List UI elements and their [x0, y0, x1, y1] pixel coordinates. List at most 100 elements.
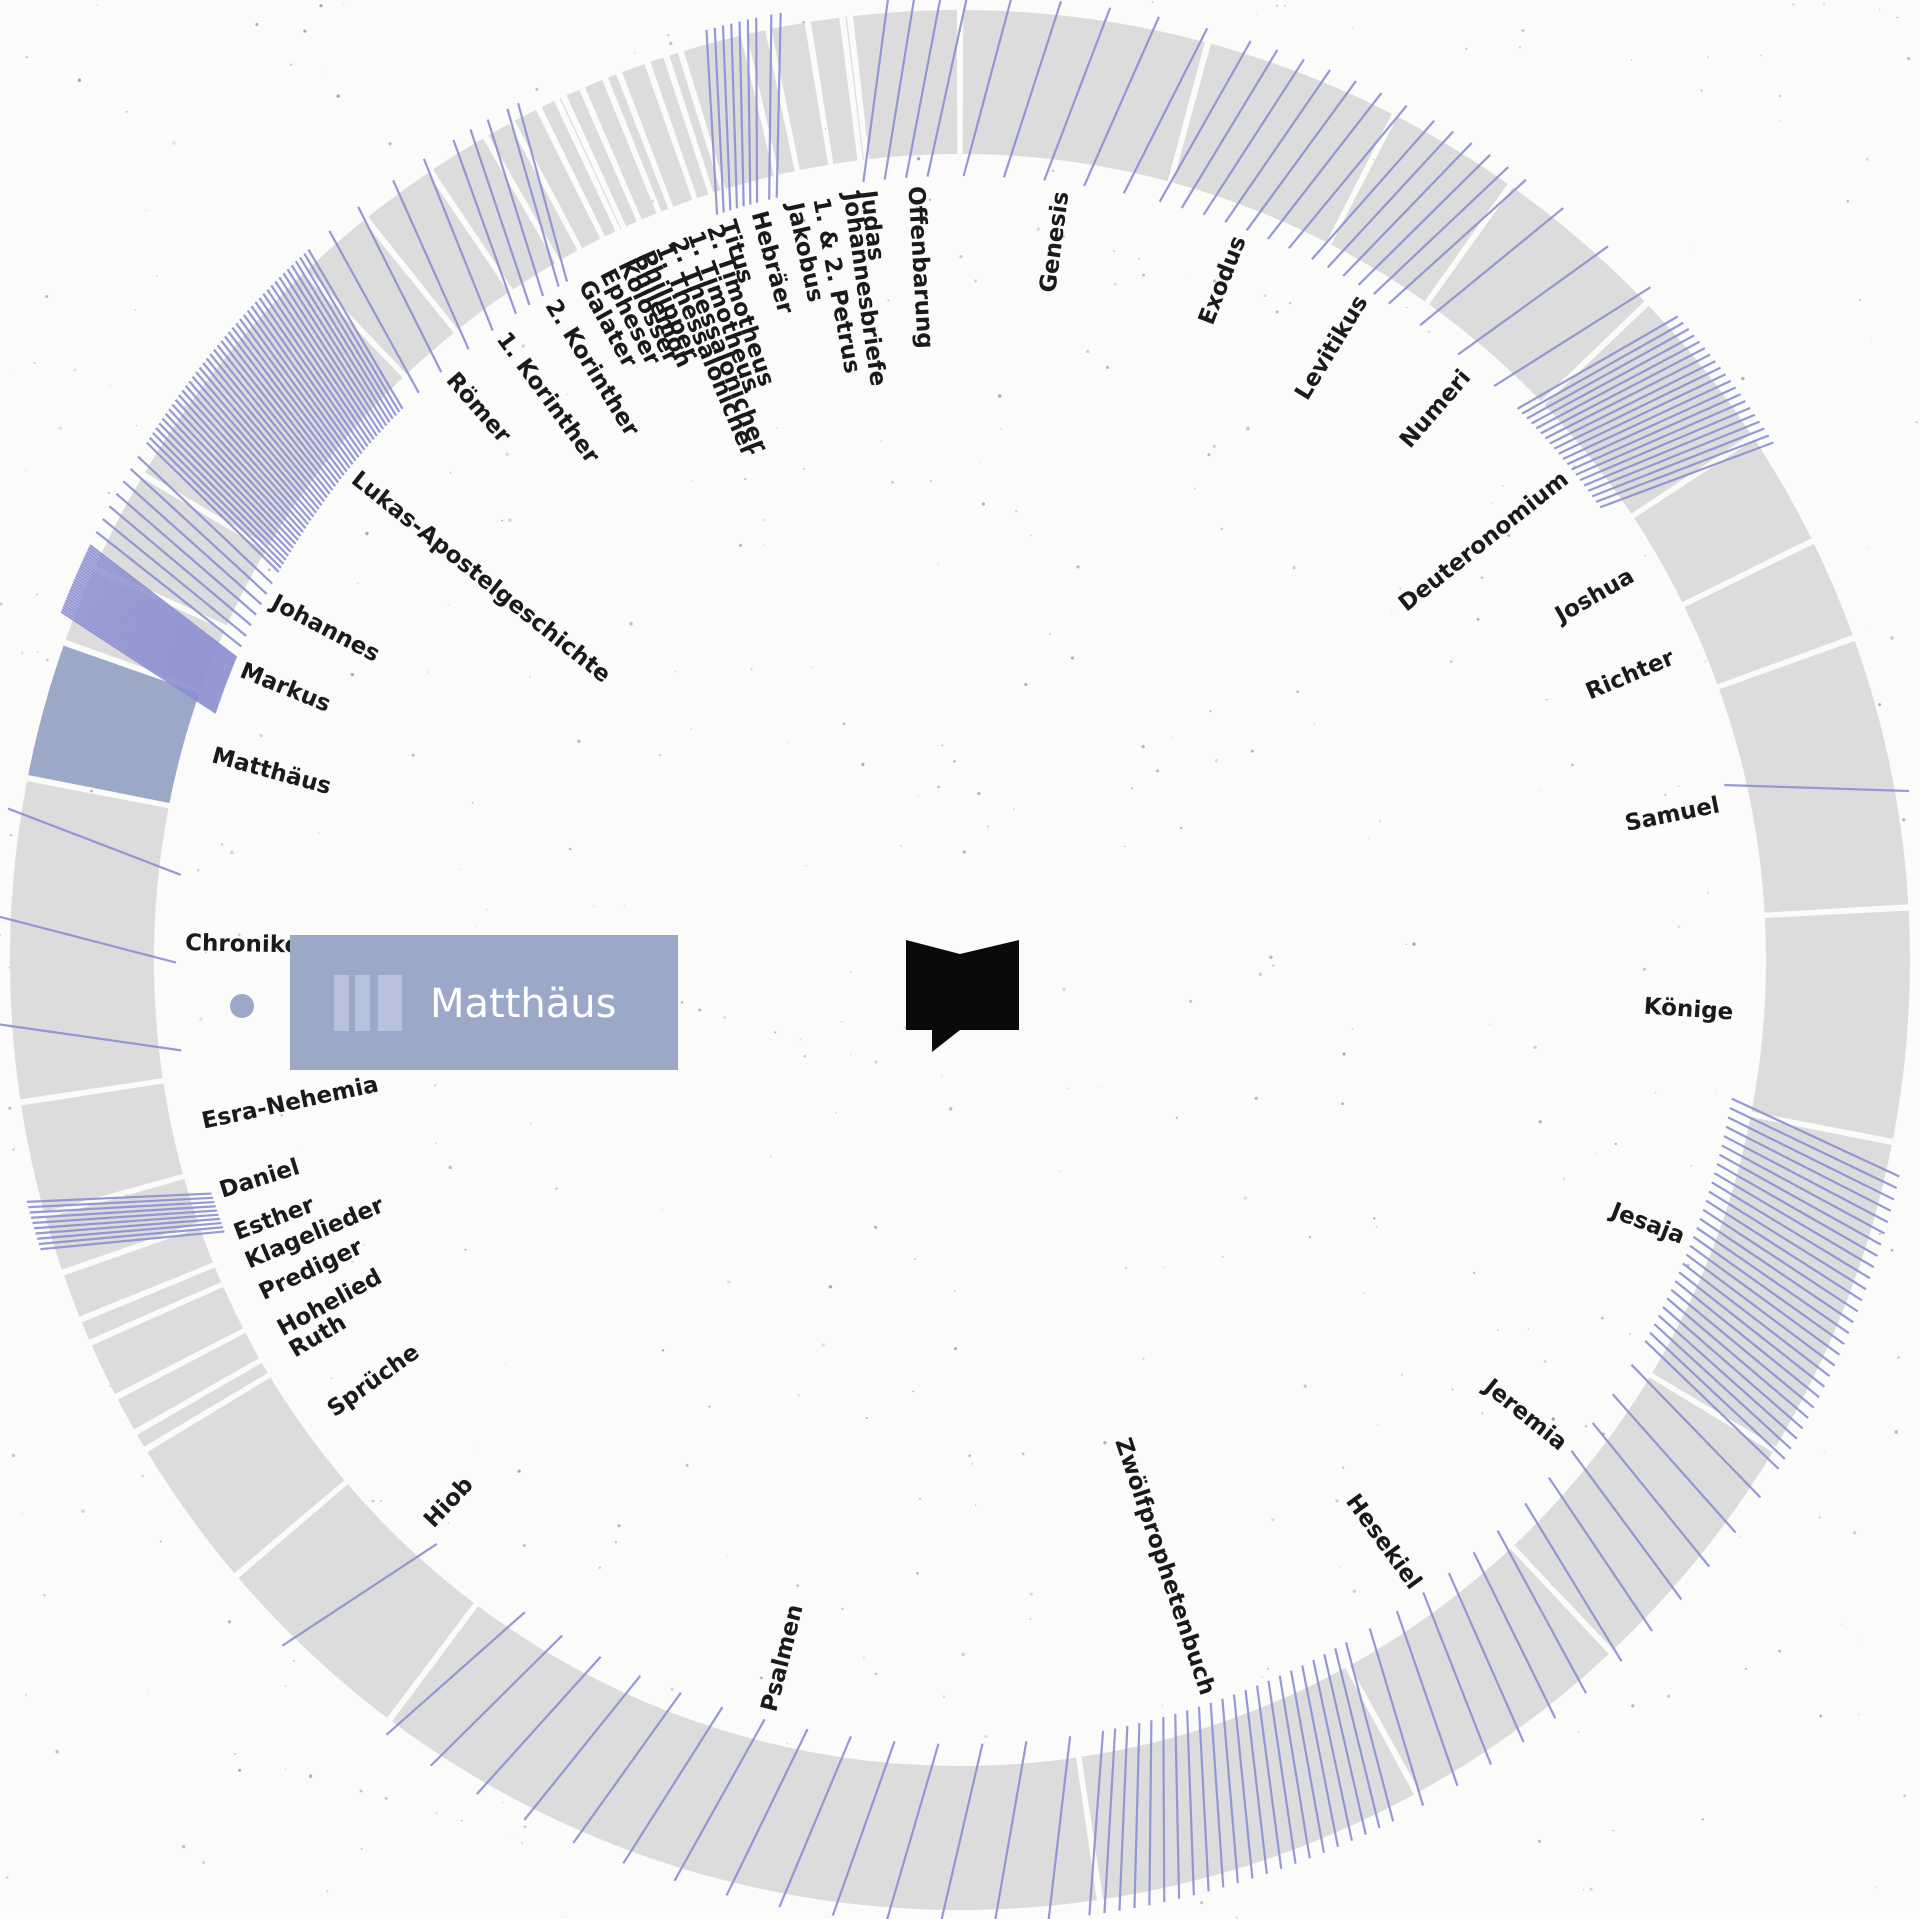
segment-galater[interactable] [488, 123, 578, 261]
reference-line-jesaja [1644, 1340, 1780, 1470]
segment-titus[interactable] [669, 52, 721, 193]
segment-sprüche[interactable] [147, 1377, 345, 1574]
reference-line-zwölfprophetenbuch [1186, 1710, 1195, 1896]
reference-line-jesaja [1653, 1323, 1792, 1450]
segment-jeremia[interactable] [1514, 1377, 1773, 1650]
label-johannes: Johannes [265, 589, 384, 668]
segment-2-korinther[interactable] [433, 138, 556, 290]
reference-line-lukas-apostelgeschichte [195, 371, 317, 514]
reference-line-lukas-apostelgeschichte [303, 252, 401, 413]
reference-line-numeri [1457, 245, 1609, 356]
segment-1-korinther[interactable] [368, 173, 509, 330]
reference-line-zwölfprophetenbuch [1088, 1730, 1105, 1916]
reference-line-daniel [31, 1205, 216, 1219]
segment-psalmen[interactable] [392, 1606, 1097, 1910]
segment-2-thessalonicher[interactable] [608, 74, 669, 212]
reference-line-genesis [962, 0, 1012, 177]
reference-line-deuteronomium [1571, 393, 1741, 471]
segment-judas[interactable] [845, 16, 864, 160]
reference-line-markus [88, 546, 237, 661]
reference-line-zwölfprophetenbuch [1133, 1723, 1141, 1909]
open-book-icon [906, 940, 1019, 1052]
reference-line-psalmen [831, 1740, 896, 1916]
segment-matthäus[interactable] [28, 645, 200, 804]
label-richter: Richter [1582, 645, 1679, 706]
segment-exodus[interactable] [1172, 43, 1392, 243]
segment-kolosser[interactable] [541, 101, 616, 237]
reference-line-hebräer [705, 29, 719, 215]
segment-könige[interactable] [1751, 910, 1910, 1139]
reference-line-jesaja [1708, 1190, 1867, 1291]
reference-line-lukas-apostelgeschichte [239, 318, 351, 469]
segment-hiob[interactable] [238, 1484, 474, 1718]
reference-line-psalmen [385, 1611, 526, 1736]
reference-line-zwölfprophetenbuch [1301, 1665, 1340, 1848]
reference-line-lukas-apostelgeschichte [178, 394, 304, 533]
reference-line-jesaja [1731, 1097, 1900, 1178]
reference-line-jesaja [1696, 1226, 1850, 1335]
reference-line-jesaja [1649, 1331, 1786, 1460]
reference-line-markus [81, 560, 232, 672]
label-jesaja: Jesaja [1605, 1197, 1688, 1250]
segment-joshua[interactable] [1634, 439, 1812, 603]
label-exodus: Exodus [1194, 232, 1252, 328]
segment-esra-nehemia[interactable] [21, 1083, 183, 1213]
segment-hesekiel[interactable] [1349, 1548, 1609, 1792]
reference-line-markus [76, 571, 229, 682]
segment-1-timotheus[interactable] [622, 63, 693, 207]
reference-line-lukas-apostelgeschichte [181, 389, 307, 529]
reference-line-markus [63, 603, 219, 708]
reference-line-psalmen [940, 1743, 984, 1919]
label-sprüche: Sprüche [323, 1339, 425, 1422]
segment-1-2-petrus[interactable] [771, 22, 829, 171]
reference-line-zwölfprophetenbuch [1244, 1690, 1268, 1874]
reference-line-markus [80, 562, 232, 674]
segment-hohelied[interactable] [117, 1333, 260, 1430]
reference-line-deuteronomium [1549, 360, 1716, 445]
segment-daniel[interactable] [45, 1179, 199, 1270]
selected-book-callout[interactable]: Matthäus [230, 935, 678, 1070]
segment-klagelieder[interactable] [81, 1267, 222, 1340]
reference-line-numeri [1419, 207, 1564, 327]
reference-line-daniel [29, 1200, 215, 1214]
reference-line-deuteronomium [1599, 441, 1774, 509]
reference-line-daniel [40, 1230, 225, 1251]
segment-esther[interactable] [63, 1227, 213, 1317]
segment-1-thessalonicher[interactable] [584, 79, 657, 220]
segment-johannes[interactable] [95, 477, 266, 626]
reference-line-deuteronomium [1558, 373, 1727, 455]
reference-line-lukas-apostelgeschichte [145, 441, 280, 573]
segment-ruth[interactable] [137, 1362, 268, 1447]
segment-johannesbriefe[interactable] [810, 17, 858, 165]
segment-2-timotheus[interactable] [650, 57, 709, 199]
segment-philemon[interactable] [559, 97, 622, 230]
segment-samuel[interactable] [1719, 640, 1909, 913]
label-genesis: Genesis [1035, 190, 1074, 294]
reference-line-markus [60, 610, 217, 714]
reference-line-lukas-apostelgeschichte [209, 353, 328, 499]
reference-line-lukas-apostelgeschichte [282, 272, 385, 430]
segment-hebräer[interactable] [683, 35, 774, 189]
segment-epheser[interactable] [514, 109, 601, 248]
reference-line-lukas-apostelgeschichte [202, 362, 323, 506]
segment-lukas-apostelgeschichte[interactable] [144, 273, 403, 547]
reference-line-markus [62, 606, 218, 710]
segment-levitikus[interactable] [1331, 116, 1508, 302]
reference-line-1-korinther [392, 179, 470, 350]
reference-line-deuteronomium [1579, 406, 1751, 482]
label-zwölfprophetenbuch: Zwölfprophetenbuch [1109, 1435, 1220, 1699]
reference-line-lukas-apostelgeschichte [250, 305, 360, 458]
segment-numeri[interactable] [1429, 187, 1645, 402]
selection-dot [230, 994, 254, 1018]
reference-line-psalmen [886, 1743, 940, 1919]
reference-line-daniel [26, 1192, 212, 1203]
segment-genesis[interactable] [962, 10, 1205, 182]
segment-prediger[interactable] [91, 1287, 244, 1395]
reference-line-lukas-apostelgeschichte [188, 380, 312, 522]
reference-line-lukas-apostelgeschichte [174, 398, 302, 537]
reference-line-lukas-apostelgeschichte [274, 280, 378, 437]
reference-line-jesaja [1658, 1314, 1798, 1440]
segment-philipper[interactable] [566, 89, 637, 227]
reference-line-jakobus [775, 12, 782, 198]
segment-richter[interactable] [1684, 543, 1853, 685]
